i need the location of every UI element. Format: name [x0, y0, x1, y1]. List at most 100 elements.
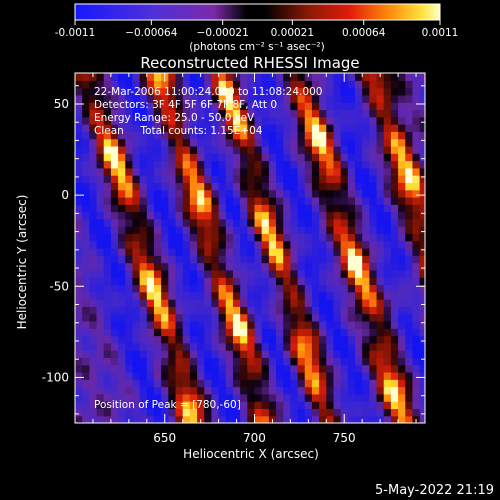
heatmap-cell	[161, 386, 169, 395]
heatmap-cell	[369, 335, 378, 344]
heatmap-cell	[240, 153, 248, 162]
heatmap-cell	[319, 94, 327, 103]
heatmap-cell	[118, 320, 126, 329]
heatmap-cell	[376, 226, 385, 235]
heatmap-cell	[168, 109, 177, 118]
heatmap-cell	[153, 299, 162, 307]
heatmap-cell	[290, 364, 299, 373]
peak-position-label: Position of Peak = [780,-60]	[94, 399, 241, 411]
heatmap-cell	[412, 350, 421, 358]
heatmap-cell	[419, 371, 425, 380]
heatmap-cell	[369, 291, 378, 300]
heatmap-cell	[189, 80, 198, 89]
heatmap-cell	[89, 145, 98, 154]
heatmap-cell	[232, 386, 241, 395]
heatmap-cell	[211, 116, 220, 125]
heatmap-cell	[319, 233, 327, 242]
heatmap-cell	[240, 248, 248, 256]
heatmap-cell	[276, 371, 284, 380]
heatmap-cell	[82, 94, 90, 103]
heatmap-cell	[261, 248, 270, 256]
heatmap-cell	[96, 350, 105, 358]
heatmap-cell	[182, 182, 191, 191]
heatmap-cell	[132, 153, 141, 162]
heatmap-cell	[369, 94, 378, 103]
heatmap-cell	[232, 226, 241, 235]
heatmap-cell	[283, 153, 291, 162]
heatmap-cell	[333, 255, 342, 264]
heatmap-cell	[419, 160, 425, 169]
heatmap-cell	[225, 401, 234, 410]
heatmap-cell	[189, 291, 198, 300]
heatmap-cell	[232, 284, 241, 293]
heatmap-cell	[75, 196, 83, 205]
heatmap-cell	[390, 124, 399, 132]
heatmap-cell	[89, 87, 98, 96]
heatmap-cell	[326, 182, 335, 191]
colorbar-ticks: -0.0011 −0.00064 −0.00021 0.00021 0.00064 0.0…	[55, 20, 458, 39]
heatmap-cell	[419, 80, 425, 89]
heatmap-cell	[276, 87, 284, 96]
heatmap-cell	[110, 386, 119, 395]
heatmap-cell	[412, 240, 421, 249]
heatmap-cell	[383, 386, 392, 395]
heatmap-cell	[340, 218, 349, 227]
heatmap-cell	[405, 291, 414, 300]
heatmap-cell	[218, 167, 227, 176]
heatmap-cell	[75, 299, 83, 307]
heatmap-cell	[369, 138, 378, 147]
heatmap-cell	[139, 196, 148, 205]
heatmap-cell	[96, 80, 105, 89]
heatmap-cell	[333, 408, 342, 417]
heatmap-cell	[268, 196, 277, 205]
heatmap-cell	[189, 102, 198, 111]
heatmap-cell	[75, 138, 83, 147]
heatmap-cell	[232, 408, 241, 417]
heatmap-cell	[405, 320, 414, 329]
heatmap-cell	[340, 102, 349, 111]
heatmap-cell	[326, 145, 335, 154]
heatmap-cell	[398, 401, 406, 410]
heatmap-cell	[204, 182, 213, 191]
heatmap-cell	[362, 299, 370, 307]
heatmap-cell	[204, 87, 213, 96]
heatmap-cell	[247, 211, 256, 220]
heatmap-cell	[283, 73, 291, 81]
heatmap-cell	[89, 102, 98, 111]
heatmap-cell	[118, 80, 126, 89]
heatmap-cell	[82, 328, 90, 337]
heatmap-cell	[132, 350, 141, 358]
heatmap-cell	[376, 109, 385, 118]
heatmap-cell	[204, 211, 213, 220]
heatmap-cell	[405, 233, 414, 242]
heatmap-cell	[197, 401, 205, 410]
heatmap-cell	[398, 277, 406, 286]
heatmap-cell	[153, 109, 162, 118]
heatmap-cell	[175, 175, 184, 183]
heatmap-cell	[398, 255, 406, 264]
heatmap-cell	[161, 153, 169, 162]
heatmap-cell	[175, 204, 184, 213]
heatmap-cell	[103, 401, 112, 410]
heatmap-cell	[189, 240, 198, 249]
heatmap-cell	[103, 262, 112, 271]
heatmap-cell	[268, 299, 277, 307]
heatmap-cell	[161, 393, 169, 402]
heatmap-cell	[333, 306, 342, 315]
heatmap-cell	[89, 342, 98, 351]
heatmap-cell	[412, 371, 421, 380]
heatmap-cell	[189, 73, 198, 81]
heatmap-cell	[311, 313, 320, 322]
heatmap-cell	[419, 204, 425, 213]
heatmap-cell	[412, 145, 421, 154]
heatmap-cell	[261, 94, 270, 103]
heatmap-cell	[197, 182, 205, 191]
heatmap-cell	[362, 145, 370, 154]
heatmap-cell	[326, 306, 335, 315]
heatmap-cell	[204, 299, 213, 307]
heatmap-cell	[347, 160, 356, 169]
heatmap-cell	[319, 102, 327, 111]
heatmap-cell	[168, 226, 177, 235]
heatmap-cell	[333, 291, 342, 300]
heatmap-cell	[118, 262, 126, 271]
